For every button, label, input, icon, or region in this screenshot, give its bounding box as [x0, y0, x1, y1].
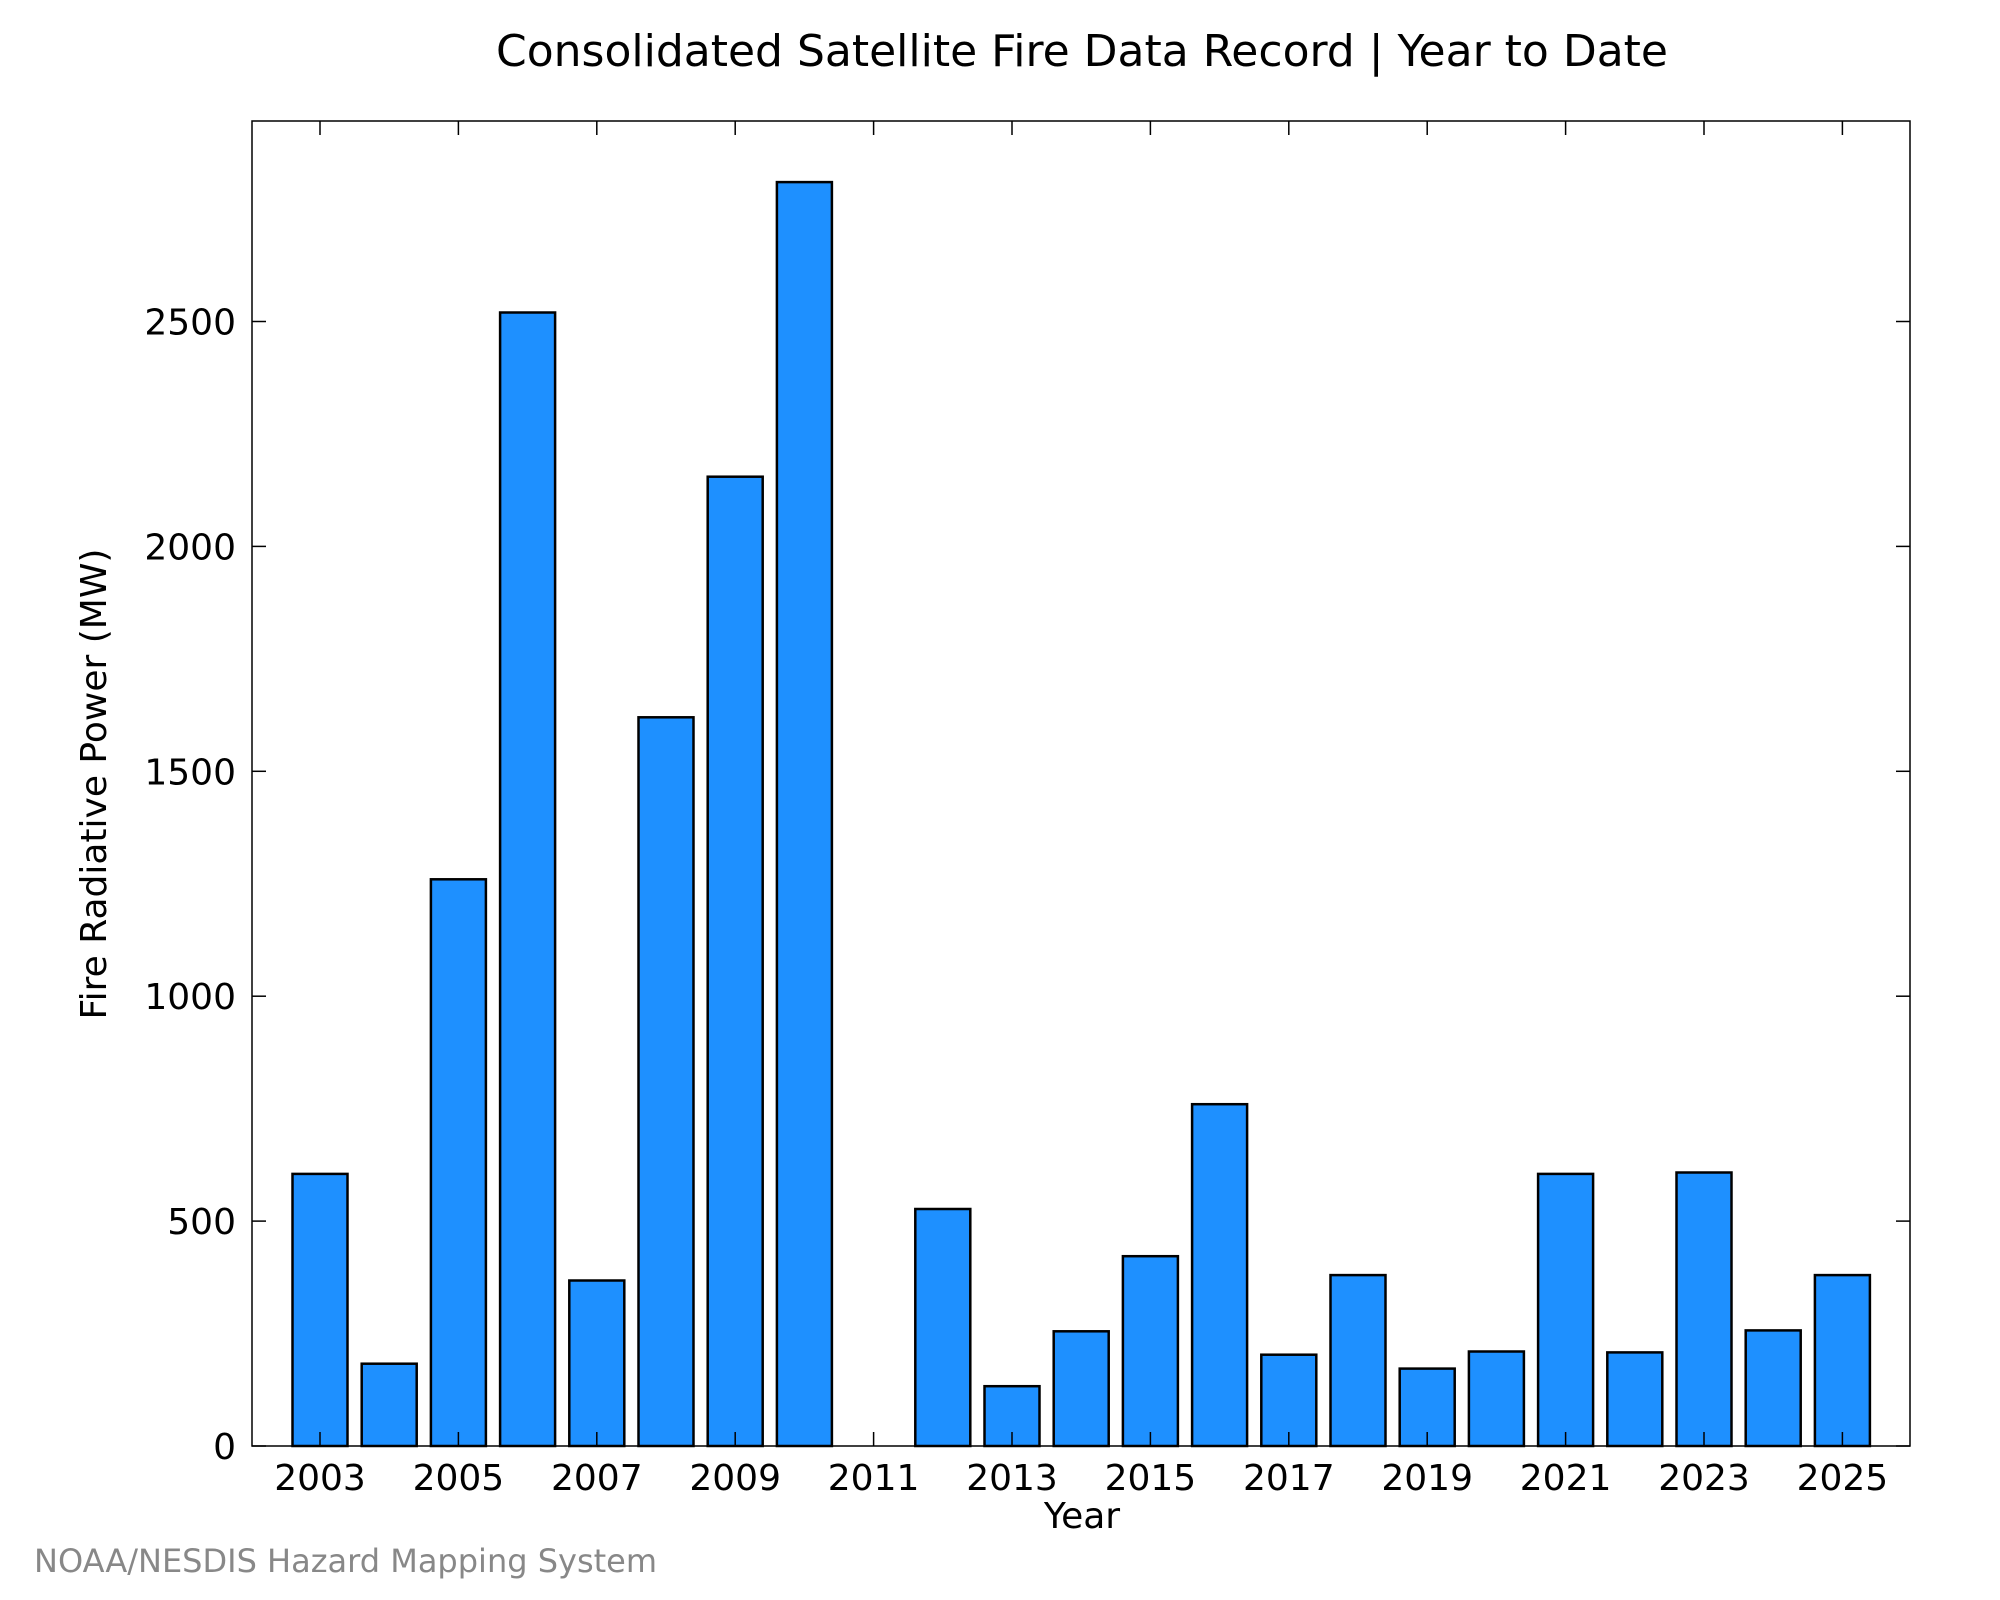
x-tick-label-2003: 2003 — [274, 1458, 366, 1499]
bar-2025 — [1813, 1273, 1872, 1448]
y-tick-label-2500: 2500 — [144, 303, 236, 344]
x-tick-label-2011: 2011 — [828, 1458, 920, 1499]
bar-2012 — [914, 1207, 972, 1448]
bar-2005 — [429, 878, 488, 1448]
x-axis-label: Year — [1043, 1496, 1120, 1537]
y-axis-label: Fire Radiative Power (MW) — [74, 549, 115, 1020]
x-tick-label-2013: 2013 — [966, 1458, 1058, 1499]
x-tick-label-2021: 2021 — [1520, 1458, 1612, 1499]
y-tick-label-1500: 1500 — [144, 752, 236, 793]
credit-label: NOAA/NESDIS Hazard Mapping System — [34, 1542, 657, 1580]
bar-2021 — [1536, 1172, 1595, 1448]
x-tick-label-2019: 2019 — [1381, 1458, 1473, 1499]
bar-2018 — [1329, 1273, 1387, 1448]
bar-2024 — [1744, 1329, 1802, 1448]
bar-2003 — [291, 1172, 349, 1448]
chart-title: Consolidated Satellite Fire Data Record … — [496, 26, 1668, 77]
bar-2004 — [360, 1362, 418, 1448]
bar-2014 — [1052, 1330, 1110, 1448]
x-axis: 2003 2005 2007 2009 2011 2013 2015 2017 2019 2021… — [274, 121, 1888, 1499]
x-tick-label-2023: 2023 — [1658, 1458, 1750, 1499]
y-axis: 0 500 1000 1500 2000 2500 — [144, 303, 1910, 1468]
y-tick-label-1000: 1000 — [144, 977, 236, 1018]
bar-2009 — [706, 475, 764, 1448]
bar-2015 — [1121, 1254, 1180, 1448]
bar-2007 — [568, 1279, 626, 1448]
x-tick-label-2015: 2015 — [1105, 1458, 1197, 1499]
bar-2006 — [498, 311, 557, 1448]
x-tick-label-2009: 2009 — [689, 1458, 781, 1499]
bar-2020 — [1467, 1350, 1526, 1448]
y-tick-label-2000: 2000 — [144, 527, 236, 568]
x-tick-label-2025: 2025 — [1797, 1458, 1889, 1499]
bar-2010 — [775, 180, 834, 1448]
bars-group — [291, 180, 1872, 1448]
x-tick-label-2005: 2005 — [413, 1458, 505, 1499]
bar-2022 — [1606, 1351, 1664, 1448]
bar-2008 — [637, 716, 695, 1448]
y-tick-label-0: 0 — [213, 1427, 236, 1468]
y-tick-label-500: 500 — [167, 1202, 236, 1243]
bar-2023 — [1675, 1171, 1733, 1448]
x-tick-label-2007: 2007 — [551, 1458, 643, 1499]
x-tick-label-2017: 2017 — [1243, 1458, 1335, 1499]
bar-2016 — [1190, 1102, 1249, 1448]
